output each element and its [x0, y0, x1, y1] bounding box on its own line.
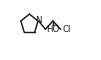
Text: Cl: Cl: [63, 25, 71, 34]
Text: HO: HO: [46, 25, 59, 34]
Text: N: N: [35, 16, 42, 25]
